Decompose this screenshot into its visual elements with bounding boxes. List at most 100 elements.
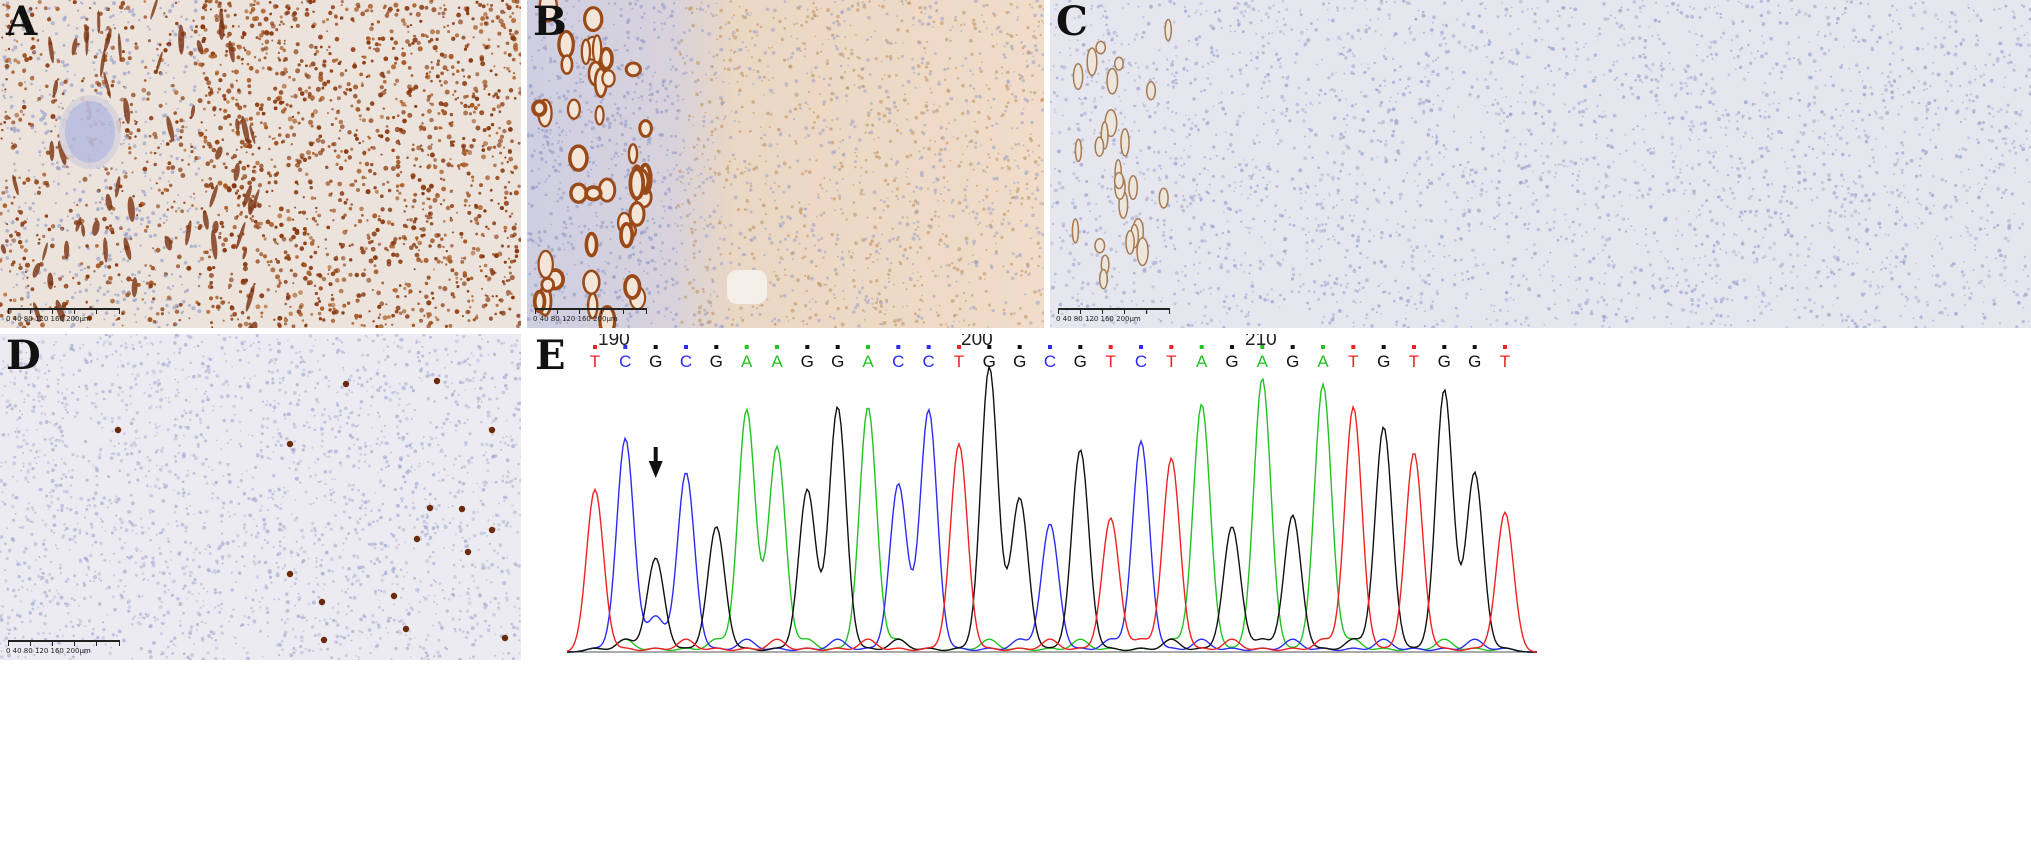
quality-marker xyxy=(866,345,870,349)
base-call-A: A xyxy=(1196,352,1208,371)
quality-marker xyxy=(835,345,840,349)
ihc-image-b xyxy=(527,0,1044,328)
ihc-panel-b: B 0 40 80 120 160 200μm xyxy=(527,0,1044,328)
quality-marker xyxy=(1199,345,1204,349)
base-call-G: G xyxy=(1225,352,1238,371)
quality-marker xyxy=(1108,345,1113,349)
quality-marker xyxy=(623,345,628,349)
base-call-T: T xyxy=(590,352,600,371)
quality-marker xyxy=(1321,345,1325,349)
base-call-C: C xyxy=(892,352,904,371)
quality-marker xyxy=(896,345,901,349)
base-call-T: T xyxy=(954,352,964,371)
quality-marker xyxy=(1351,345,1356,349)
scale-bar-d: 0 40 80 120 160 200μm xyxy=(6,640,208,660)
tissue-texture xyxy=(0,334,521,660)
position-label-210: 210 xyxy=(1245,334,1277,350)
ihc-panel-c: C 0 40 80 120 160 200μm xyxy=(1050,0,2031,328)
panel-label-c: C xyxy=(1056,0,1088,45)
quality-marker xyxy=(805,345,810,349)
stained-tubules xyxy=(531,0,653,328)
panel-label-b: B xyxy=(533,0,567,45)
ihc-image-d xyxy=(0,334,521,660)
trace-C xyxy=(567,407,1537,653)
base-call-C: C xyxy=(680,352,692,371)
base-call-G: G xyxy=(1377,352,1390,371)
panel-label-e: E xyxy=(535,334,566,379)
trace-T xyxy=(566,404,1538,653)
panel-label-d: D xyxy=(6,334,41,379)
quality-marker xyxy=(744,345,749,349)
quality-marker xyxy=(1472,345,1477,349)
base-call-T: T xyxy=(1166,352,1176,371)
quality-marker xyxy=(1412,345,1416,349)
trace-G xyxy=(567,364,1537,653)
base-call-G: G xyxy=(1074,352,1087,371)
quality-marker xyxy=(1230,345,1234,349)
position-label-190: 190 xyxy=(598,334,630,350)
base-call-C: C xyxy=(1044,352,1056,371)
base-call-T: T xyxy=(1348,352,1358,371)
weakly-stained-tubules xyxy=(1071,18,1173,290)
stained-nuclei xyxy=(0,0,521,328)
quality-marker xyxy=(1048,345,1052,349)
scale-bar-b: 0 40 80 120 160 200μm xyxy=(533,308,735,328)
ihc-image-c xyxy=(1050,0,2031,328)
glomerulus xyxy=(59,95,121,169)
panel-label-a: A xyxy=(6,0,38,45)
quality-marker xyxy=(1381,345,1386,349)
base-call-T: T xyxy=(1409,352,1419,371)
quality-marker xyxy=(1503,345,1507,349)
base-call-A: A xyxy=(1257,352,1269,371)
base-call-C: C xyxy=(923,352,935,371)
quality-marker xyxy=(593,345,597,349)
scale-bar-labels-d: 0 40 80 120 160 200μm xyxy=(6,647,91,655)
quality-marker xyxy=(957,345,961,349)
trace-A xyxy=(567,377,1537,653)
quality-marker xyxy=(684,345,688,349)
position-label-200: 200 xyxy=(961,334,993,350)
scale-bar-a: 0 40 80 120 160 200μm xyxy=(6,308,208,328)
base-call-G: G xyxy=(831,352,844,371)
scale-bar-labels-a: 0 40 80 120 160 200μm xyxy=(6,315,91,323)
base-call-T: T xyxy=(1500,352,1510,371)
quality-marker xyxy=(1017,345,1022,349)
quality-marker xyxy=(1442,345,1447,349)
quality-marker xyxy=(775,345,779,349)
base-call-A: A xyxy=(1317,352,1329,371)
mutation-arrow-icon xyxy=(648,447,663,478)
quality-marker xyxy=(1260,345,1265,349)
quality-marker xyxy=(1169,345,1174,349)
base-call-G: G xyxy=(649,352,662,371)
base-call-G: G xyxy=(1468,352,1481,371)
ihc-panel-d: D 0 40 80 120 160 200μm xyxy=(0,334,521,660)
scale-bar-labels-c: 0 40 80 120 160 200μm xyxy=(1056,315,1141,323)
base-call-A: A xyxy=(862,352,874,371)
quality-marker xyxy=(926,345,931,349)
quality-marker xyxy=(987,345,992,349)
base-call-G: G xyxy=(1286,352,1299,371)
ihc-panel-a: A 0 40 80 120 160 200μm xyxy=(0,0,521,328)
base-call-G: G xyxy=(1013,352,1026,371)
quality-marker xyxy=(653,345,658,349)
base-call-G: G xyxy=(1438,352,1451,371)
tissue-texture xyxy=(1050,0,2031,328)
scale-bar-c: 0 40 80 120 160 200μm xyxy=(1056,308,1258,328)
quality-marker xyxy=(714,345,719,349)
quality-marker xyxy=(1078,345,1083,349)
base-call-T: T xyxy=(1106,352,1116,371)
base-call-G: G xyxy=(983,352,996,371)
scale-bar-labels-b: 0 40 80 120 160 200μm xyxy=(533,315,618,323)
base-call-C: C xyxy=(1135,352,1147,371)
lumen xyxy=(727,270,767,304)
base-call-G: G xyxy=(710,352,723,371)
base-call-A: A xyxy=(741,352,753,371)
base-call-G: G xyxy=(801,352,814,371)
positive-nuclei xyxy=(114,377,509,644)
ihc-image-a xyxy=(0,0,521,328)
base-call-C: C xyxy=(619,352,631,371)
base-call-A: A xyxy=(771,352,783,371)
quality-marker xyxy=(1139,345,1143,349)
